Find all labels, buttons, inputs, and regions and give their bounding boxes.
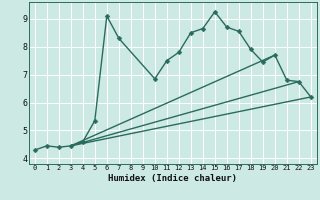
X-axis label: Humidex (Indice chaleur): Humidex (Indice chaleur): [108, 174, 237, 183]
